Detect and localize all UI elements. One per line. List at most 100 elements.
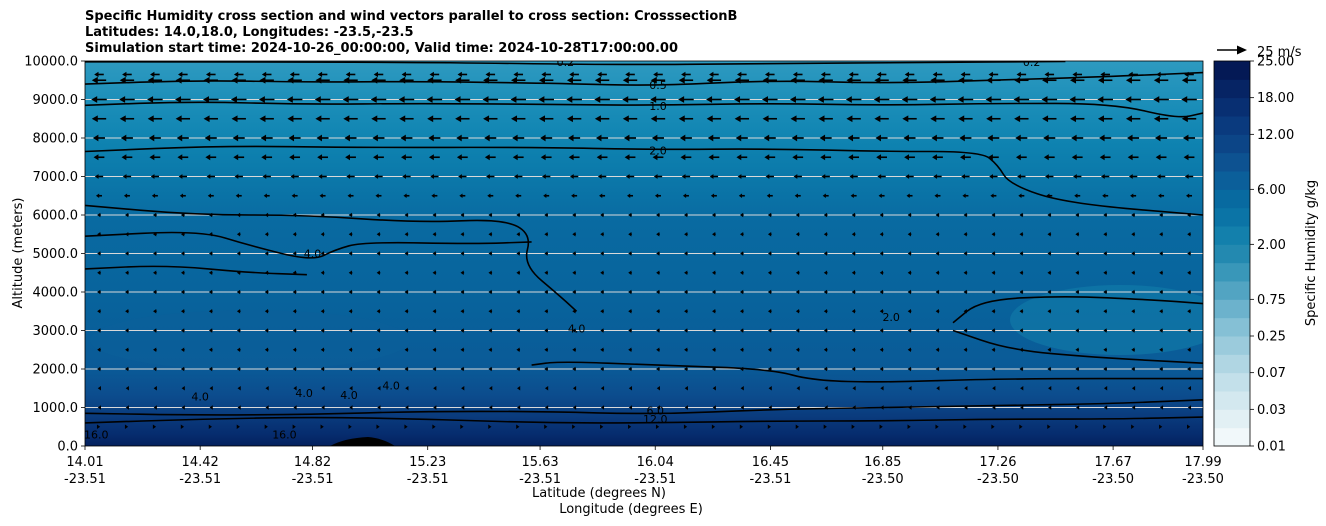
- wind-vector-head: [1102, 193, 1106, 198]
- wind-vector-head: [432, 251, 436, 256]
- wind-vector-head: [734, 96, 741, 103]
- wind-vector-head: [286, 96, 293, 103]
- wind-vector-head: [125, 270, 129, 275]
- wind-vector-head: [1159, 309, 1163, 314]
- wind-vector-head: [991, 309, 995, 314]
- wind-vector-head: [208, 309, 213, 314]
- wind-vector-head: [1125, 76, 1132, 84]
- wind-vector-head: [1100, 174, 1105, 179]
- wind-vector-head: [460, 232, 464, 237]
- wind-vector-head: [822, 193, 826, 198]
- y-tick-label: 10000.0: [24, 55, 78, 70]
- wind-vector-head: [181, 289, 185, 295]
- wind-vector-head: [292, 212, 297, 218]
- wind-vector-head: [684, 347, 688, 352]
- contour-label: 1.0: [649, 100, 667, 113]
- wind-vector-head: [208, 251, 213, 256]
- wind-vector-head: [737, 174, 742, 179]
- wind-vector-head: [1187, 232, 1191, 237]
- wind-vector-head: [963, 232, 967, 237]
- wind-vector-head: [1017, 174, 1021, 179]
- wind-vector-head: [823, 366, 828, 372]
- contour-line: [952, 296, 1203, 324]
- wind-vector-head: [1075, 270, 1079, 275]
- wind-vector-head: [399, 115, 406, 123]
- wind-vector-head: [377, 405, 381, 410]
- wind-vector-head: [264, 270, 269, 275]
- wind-vector-head: [600, 251, 604, 256]
- wind-vector-head: [712, 212, 716, 218]
- wind-vector-head: [208, 289, 213, 295]
- wind-vector-head: [709, 174, 714, 179]
- wind-vector-head: [123, 193, 128, 198]
- wind-vector-head: [292, 309, 297, 314]
- wind-vector-head: [377, 386, 381, 391]
- wind-vector-head: [851, 328, 856, 333]
- wind-vector-head: [292, 289, 297, 295]
- wind-vector-head: [177, 154, 183, 161]
- y-tick-label: 6000.0: [33, 209, 79, 224]
- wind-vector-head: [515, 193, 519, 198]
- wind-vector-head: [1046, 193, 1050, 198]
- wind-vector-head: [1159, 232, 1163, 237]
- wind-vector-head: [1073, 174, 1077, 179]
- x-tick-label-lat: 17.67: [1095, 455, 1132, 470]
- wind-vector-head: [986, 115, 993, 123]
- wind-vector-head: [1103, 386, 1108, 391]
- wind-vector-head: [572, 366, 576, 372]
- wind-vector-head: [1131, 405, 1136, 410]
- wind-vector-head: [988, 71, 993, 78]
- wind-vector-head: [320, 347, 324, 352]
- wind-vector-head: [427, 76, 434, 84]
- wind-vector-head: [712, 270, 716, 275]
- wind-vector-head: [600, 309, 604, 314]
- wind-vector-head: [348, 232, 352, 237]
- wind-vector-head: [1047, 309, 1051, 314]
- wind-vector-head: [761, 96, 768, 103]
- wind-vector-head: [566, 76, 573, 84]
- colorbar-frame: [1213, 60, 1251, 447]
- wind-vector-head: [1187, 309, 1191, 314]
- wind-vector-head: [1186, 193, 1190, 198]
- wind-vector-head: [879, 328, 883, 333]
- wind-vector-head: [234, 174, 239, 179]
- wind-vector-head: [656, 309, 660, 314]
- wind-vector-head: [963, 366, 967, 372]
- wind-vector-head: [1047, 424, 1051, 429]
- wind-vector-head: [963, 328, 967, 333]
- wind-vector-head: [460, 328, 464, 333]
- wind-vector-head: [483, 115, 490, 123]
- wind-vector-head: [790, 76, 797, 84]
- wind-vector-head: [292, 328, 297, 333]
- wind-vector-head: [738, 193, 743, 198]
- wind-vector-head: [711, 424, 716, 429]
- wind-vector-head: [153, 309, 157, 314]
- wind-vector-head: [264, 366, 269, 372]
- wind-vector-head: [264, 232, 269, 237]
- wind-vector-head: [125, 309, 129, 314]
- wind-vector-head: [712, 251, 716, 256]
- wind-vector-head: [203, 76, 210, 84]
- wind-vector-head: [316, 134, 322, 142]
- wind-vector-head: [963, 212, 967, 218]
- wind-vector-head: [874, 115, 881, 123]
- wind-vector-head: [292, 251, 297, 256]
- wind-vector-head: [483, 76, 490, 84]
- wind-vector-head: [935, 270, 939, 275]
- wind-vector-head: [153, 270, 157, 275]
- wind-vector-head: [231, 76, 238, 84]
- wind-vector-head: [712, 289, 716, 295]
- wind-vector-head: [740, 347, 744, 352]
- wind-vector-head: [348, 289, 352, 295]
- wind-vector-head: [849, 174, 854, 179]
- wind-vector-head: [261, 154, 267, 161]
- wind-vector-head: [374, 174, 379, 179]
- wind-vector-head: [1130, 193, 1134, 198]
- wind-vector-head: [767, 424, 771, 429]
- wind-vector-head: [405, 405, 409, 410]
- wind-vector-head: [991, 328, 995, 333]
- wind-vector-head: [1047, 289, 1051, 295]
- colorbar-segment: [1214, 226, 1250, 245]
- moist-patch: [90, 310, 410, 370]
- wind-vector-head: [600, 289, 604, 295]
